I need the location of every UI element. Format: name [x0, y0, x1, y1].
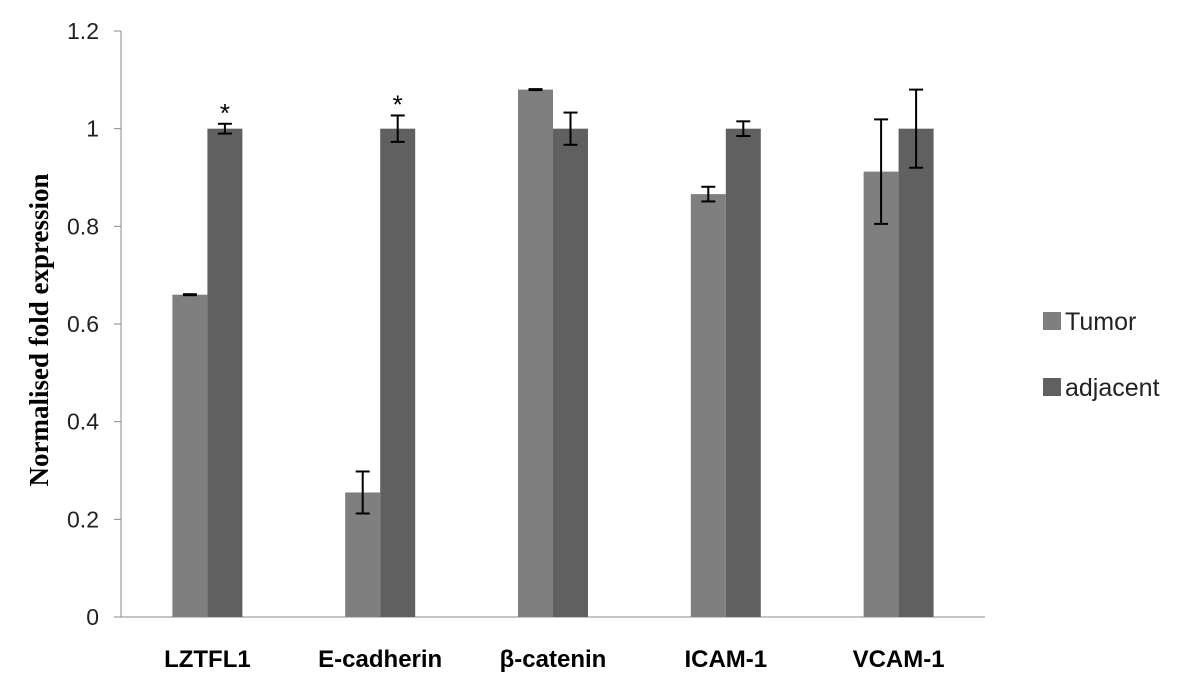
annotations: * * — [220, 89, 403, 127]
bar-adjacent — [898, 128, 934, 617]
x-category-label: E-cadherin — [318, 646, 442, 673]
y-tick-label: 0.2 — [67, 506, 99, 532]
bars — [172, 89, 934, 618]
legend: Tumor adjacent — [1043, 308, 1160, 402]
bar-adjacent — [553, 128, 588, 617]
bar-tumor — [863, 171, 899, 617]
bar-adjacent — [207, 128, 243, 617]
y-tick-label: 0 — [86, 604, 99, 630]
x-category-label: β-catenin — [500, 646, 607, 673]
bar-tumor — [518, 89, 553, 618]
y-axis-title: Normalised fold expression — [24, 173, 54, 486]
y-tick-label: 0.8 — [67, 213, 99, 239]
x-category-label: ICAM-1 — [684, 646, 767, 673]
y-tick-label: 0.6 — [67, 311, 99, 337]
y-axis: 0 0.2 0.4 0.6 0.8 1 1.2 — [67, 18, 985, 630]
legend-label-adjacent: adjacent — [1065, 374, 1160, 402]
error-bars — [182, 88, 924, 515]
x-category-label: VCAM-1 — [853, 646, 945, 673]
bar-tumor — [690, 194, 726, 617]
x-axis-categories: LZTFL1 E-cadherin β-catenin ICAM-1 VCAM-1 — [164, 646, 945, 673]
bar-tumor — [172, 294, 208, 617]
y-tick-label: 1 — [86, 116, 99, 142]
legend-swatch-tumor — [1043, 312, 1061, 330]
legend-label-tumor: Tumor — [1065, 308, 1136, 336]
legend-swatch-adjacent — [1043, 378, 1061, 396]
bar-adjacent — [380, 128, 416, 617]
significance-marker: * — [220, 98, 230, 128]
x-category-label: LZTFL1 — [164, 646, 251, 673]
bar-adjacent — [725, 128, 761, 617]
significance-marker: * — [393, 89, 403, 119]
y-tick-label: 0.4 — [67, 409, 99, 435]
y-tick-label: 1.2 — [67, 18, 99, 44]
